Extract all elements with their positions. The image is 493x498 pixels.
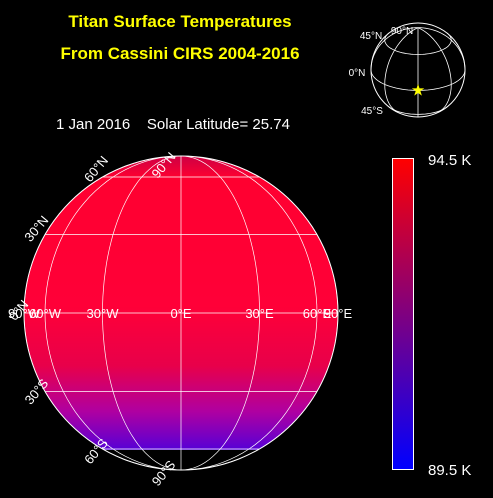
info-line: 1 Jan 2016 Solar Latitude= 25.74 xyxy=(56,116,290,133)
inset-latitude-label: 45°S xyxy=(361,106,383,117)
longitude-label: 30°W xyxy=(87,306,120,321)
titan-globe: 90°W60°W 30°W 0°E 30°E 60°E90°E90°N60°N30°N0… xyxy=(6,150,353,489)
solar-latitude-label: Solar Latitude= 25.74 xyxy=(146,116,290,133)
globe-disk xyxy=(24,156,338,470)
longitude-label: 30°E xyxy=(245,306,274,321)
colorbar-max-label: 94.5 K xyxy=(428,152,472,169)
longitude-label: 60°W xyxy=(29,306,62,321)
title-line-1: Titan Surface Temperatures xyxy=(68,12,292,31)
subsolar-star-icon: ★ xyxy=(411,82,425,99)
meridian-line xyxy=(180,156,318,470)
longitude-label: 0°E xyxy=(170,306,191,321)
title-line-2: From Cassini CIRS 2004-2016 xyxy=(60,44,300,63)
inset-latitude-label: 90°N xyxy=(391,26,413,37)
inset-grid-line xyxy=(418,27,466,71)
inset-latitude-label: 45°N xyxy=(360,31,382,42)
inset-latitude-label: 0°N xyxy=(349,68,366,79)
date-label: 1 Jan 2016 xyxy=(56,116,131,133)
inset-grid-line xyxy=(384,27,419,114)
viewing-geometry-inset: ★ 90°N 45°N 0°N 45°S xyxy=(349,22,466,118)
inset-outline xyxy=(370,22,466,118)
temperature-colorbar xyxy=(392,158,414,470)
meridian-line xyxy=(102,156,182,470)
inset-grid-line xyxy=(417,27,452,114)
unobserved-region xyxy=(24,450,338,470)
colorbar-min-label: 89.5 K xyxy=(428,462,472,479)
globe-outline xyxy=(23,155,339,471)
longitude-label: 60°E xyxy=(303,306,332,321)
meridian-line xyxy=(44,156,182,470)
meridian-line xyxy=(180,156,260,470)
